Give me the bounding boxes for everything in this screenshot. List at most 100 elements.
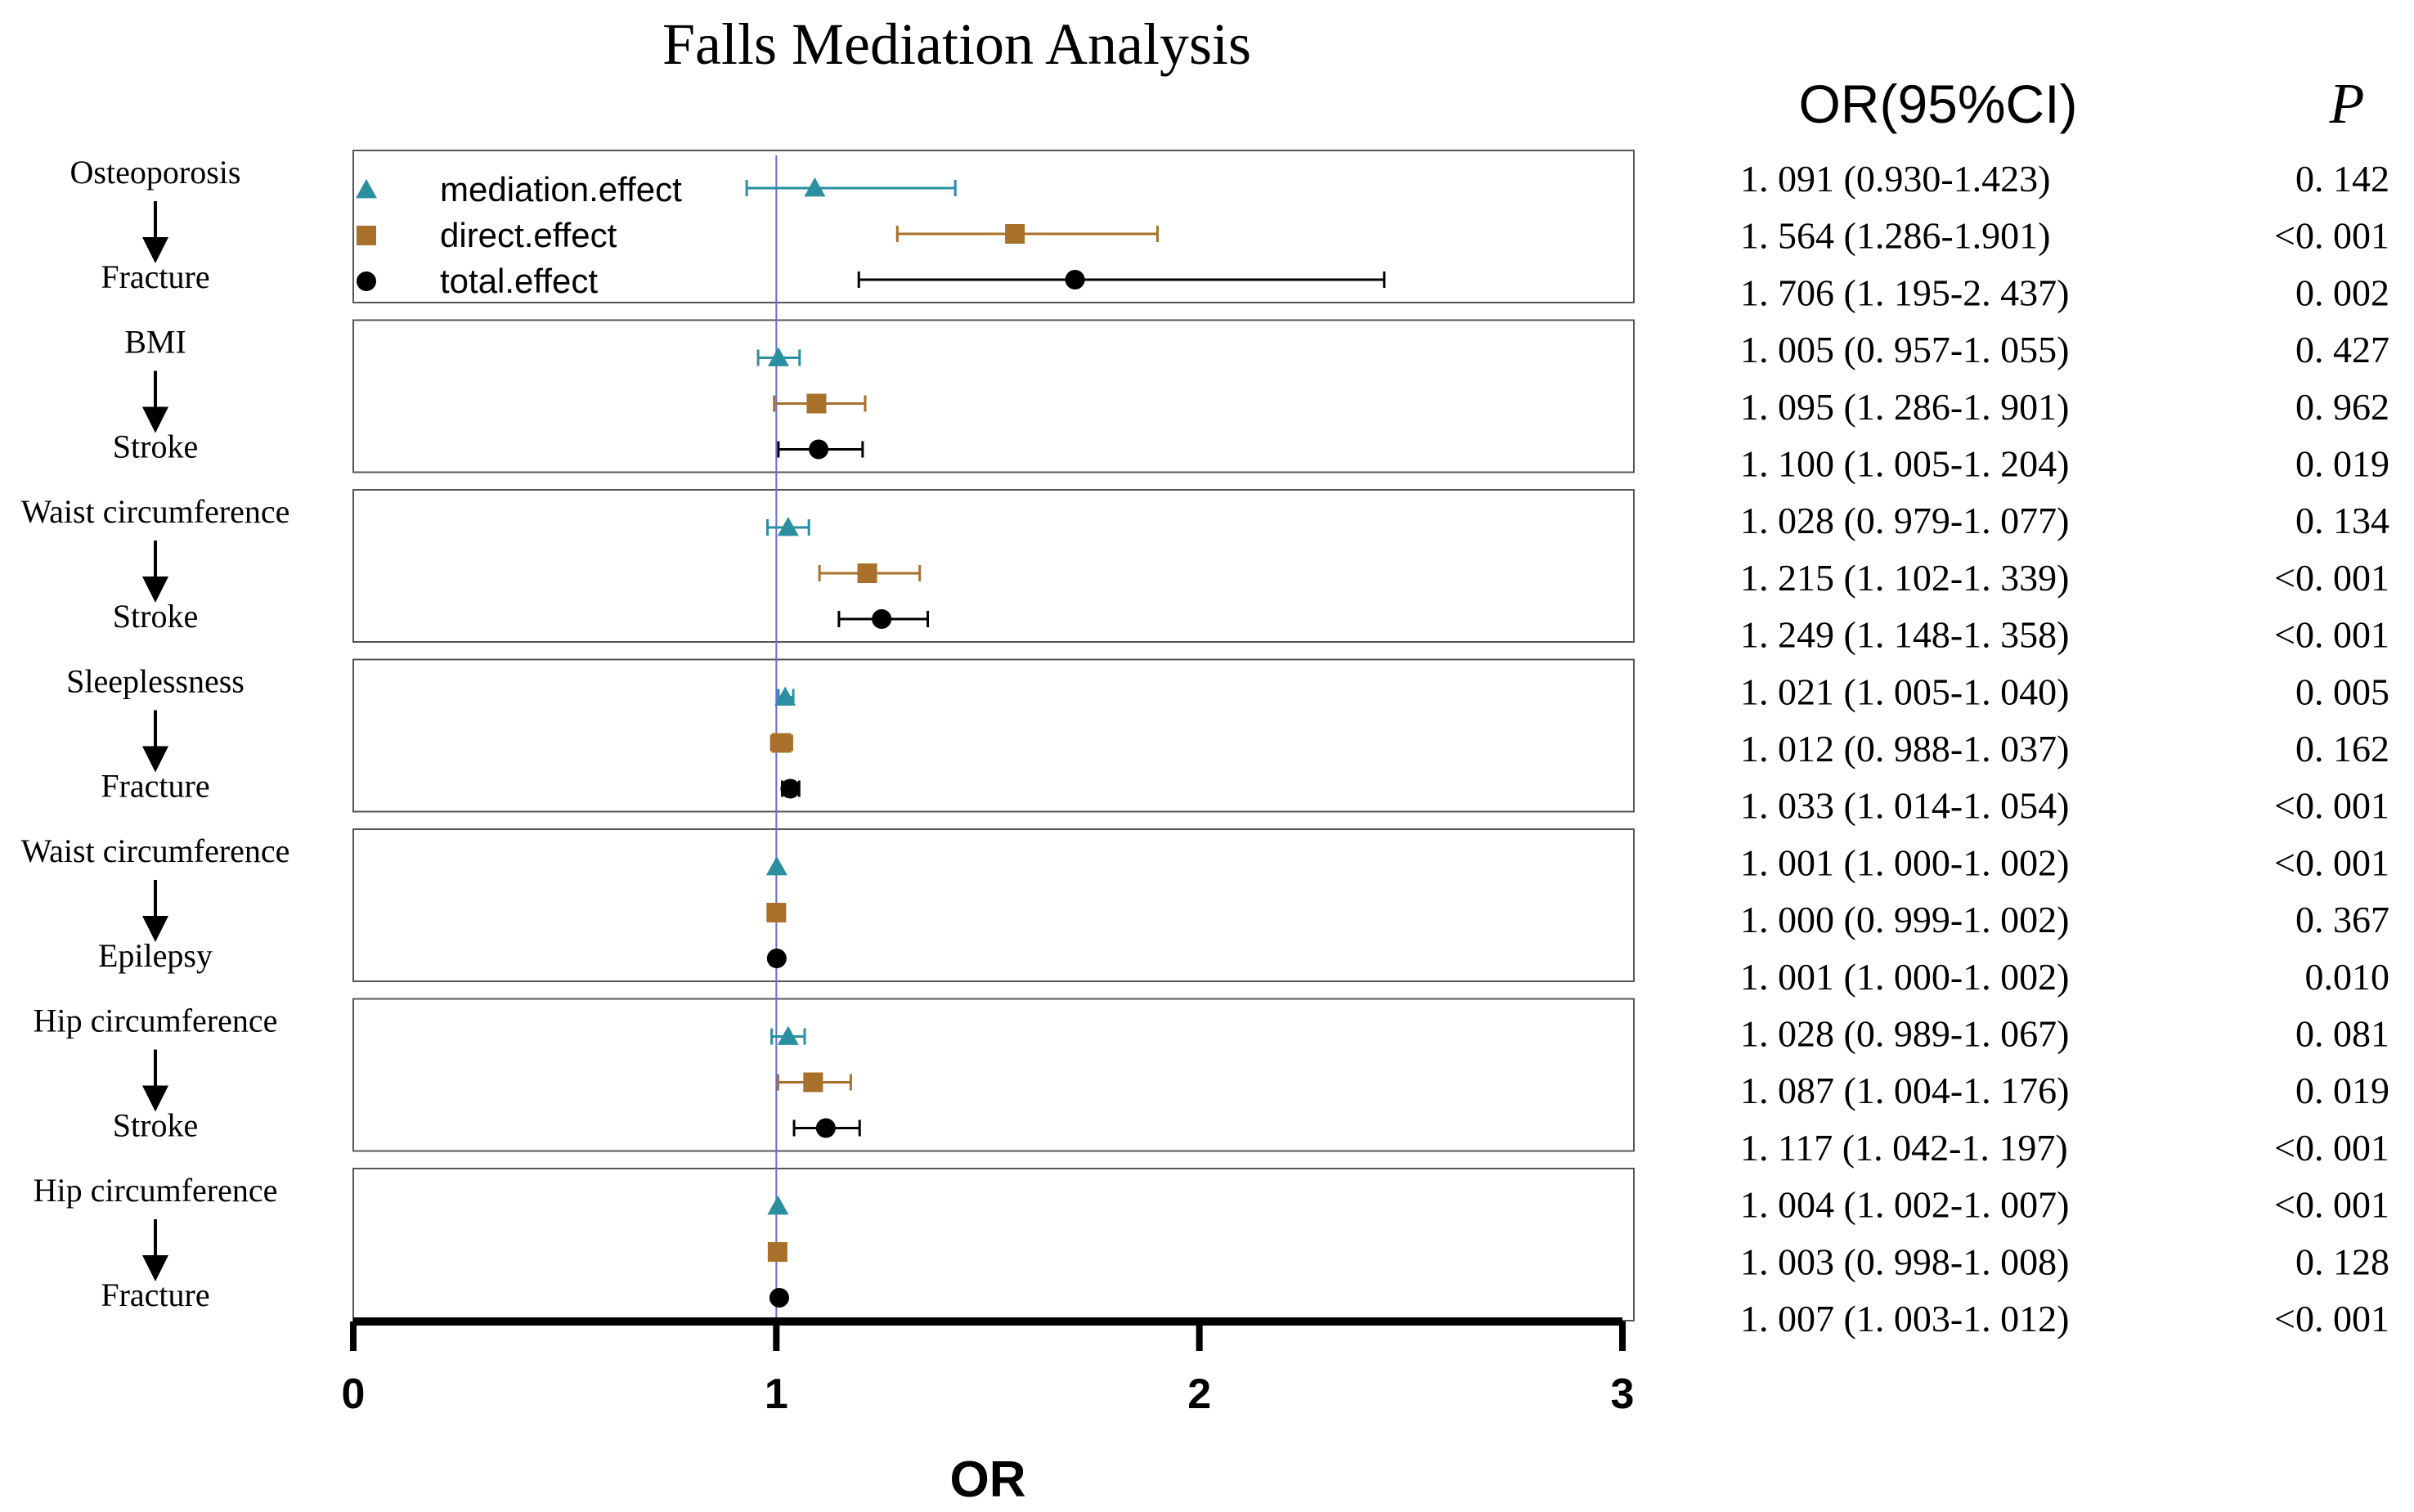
or-ci-value: 1. 004 (1. 002-1. 007) [1740, 1184, 2069, 1226]
triangle-legend-icon [356, 179, 377, 199]
outcome-label: Stroke [113, 1107, 198, 1144]
total-effect-point [809, 439, 829, 460]
p-value: <0. 001 [2274, 614, 2389, 656]
or-ci-value: 1. 117 (1. 042-1. 197) [1740, 1127, 2068, 1169]
or-ci-value: 1. 033 (1. 014-1. 054) [1740, 785, 2069, 827]
panel-frame-7 [352, 1168, 1635, 1321]
p-value: 0. 427 [2295, 329, 2389, 370]
direct-effect-point [806, 393, 827, 414]
arrow-down-icon [142, 577, 168, 603]
legend-entry: direct.effect [440, 216, 617, 254]
or-ci-value: 1. 100 (1. 005-1. 204) [1740, 443, 2069, 485]
or-ci-value: 1. 087 (1. 004-1. 176) [1740, 1070, 2069, 1111]
outcome-label: Stroke [113, 598, 198, 635]
marks-layer [745, 177, 1386, 1308]
legend: mediation.effect direct.effect total.effec… [356, 170, 682, 300]
total-effect-point [1065, 270, 1085, 289]
total-effect-point [780, 778, 801, 799]
panel-frame-1 [352, 150, 1635, 303]
legend-entry: total.effect [440, 262, 598, 300]
or-ci-value: 1. 005 (0. 957-1. 055) [1740, 329, 2069, 370]
arrow-down-icon [142, 1085, 168, 1112]
or-ci-value: 1. 215 (1. 102-1. 339) [1740, 557, 2069, 599]
or-ci-value: 1. 007 (1. 003-1. 012) [1740, 1298, 2069, 1339]
direct-effect-point [1005, 224, 1025, 244]
p-value: 0. 081 [2295, 1013, 2389, 1055]
p-column-header: P [2329, 73, 2365, 136]
p-value: 0. 162 [2295, 728, 2389, 769]
x-tick-label: 2 [1187, 1371, 1211, 1418]
p-value: 0. 005 [2295, 671, 2389, 712]
or-ci-value: 1. 012 (0. 988-1. 037) [1740, 728, 2069, 769]
x-tick-label: 3 [1611, 1371, 1635, 1418]
exposure-label: Hip circumference [34, 1172, 278, 1209]
or-ci-value: 1. 028 (0. 989-1. 067) [1740, 1013, 2069, 1055]
panel-frame-2 [352, 319, 1635, 473]
panel-frame-5 [352, 828, 1635, 982]
or-ci-value: 1. 028 (0. 979-1. 077) [1740, 500, 2069, 541]
outcome-label: Epilepsy [98, 937, 213, 974]
or-ci-value: 1. 095 (1. 286-1. 901) [1740, 386, 2069, 428]
x-axis-label: OR [950, 1451, 1026, 1508]
or-ci-value: 1. 001 (1. 000-1. 002) [1740, 841, 2069, 883]
direct-effect-point [766, 903, 787, 922]
total-effect-point [769, 1288, 789, 1308]
outcome-label: Stroke [113, 428, 198, 465]
total-effect-point [766, 949, 787, 968]
mediation-effect-point [777, 517, 799, 536]
direct-effect-point [767, 1242, 787, 1262]
outcome-label: Fracture [101, 768, 209, 805]
exposure-label: Hip circumference [34, 1003, 278, 1039]
mediation-effect-point [767, 1196, 789, 1215]
circle-legend-icon [357, 271, 376, 291]
arrow-down-icon [142, 1255, 168, 1281]
x-tick-label: 0 [342, 1371, 366, 1418]
direct-effect-point [803, 1072, 823, 1092]
arrow-down-icon [142, 916, 168, 942]
or-table-layer: 1. 091 (0.930-1.423) 0. 142 1. 564 (1.286-… [1740, 158, 2389, 1339]
p-value: 0. 134 [2295, 500, 2389, 541]
p-value: 0. 962 [2295, 386, 2389, 428]
mediation-effect-point [774, 686, 796, 706]
direct-effect-point [771, 733, 792, 753]
panels-layer [352, 150, 1635, 1321]
p-value: <0. 001 [2274, 557, 2389, 599]
total-effect-point [872, 609, 892, 629]
p-value: 0. 367 [2295, 899, 2389, 940]
direct-effect-point [857, 563, 877, 583]
p-value: 0. 142 [2295, 158, 2389, 200]
or-ci-value: 1. 564 (1.286-1.901) [1740, 215, 2050, 257]
or-ci-value: 1. 001 (1. 000-1. 002) [1740, 956, 2069, 998]
arrow-down-icon [142, 406, 168, 433]
panel-frame-4 [352, 658, 1635, 813]
p-value: 0. 019 [2295, 443, 2389, 485]
arrow-down-icon [142, 746, 168, 773]
p-value: <0. 001 [2274, 1184, 2389, 1226]
p-value: <0. 001 [2274, 841, 2389, 883]
or-ci-value: 1. 021 (1. 005-1. 040) [1740, 671, 2069, 712]
mediation-effect-point [804, 177, 826, 197]
exposure-label: Waist circumference [21, 832, 290, 869]
mediation-effect-point [765, 856, 787, 876]
outcome-label: Fracture [101, 1276, 209, 1313]
p-value: <0. 001 [2274, 1127, 2389, 1169]
exposure-label: Osteoporosis [70, 154, 241, 191]
or-ci-value: 1. 249 (1. 148-1. 358) [1740, 614, 2069, 656]
or-ci-value: 1. 706 (1. 195-2. 437) [1740, 271, 2069, 313]
x-axis: 0 1 2 3 [342, 1317, 1635, 1418]
or-ci-value: 1. 091 (0.930-1.423) [1740, 158, 2050, 200]
p-value: <0. 001 [2274, 215, 2389, 257]
x-tick-label: 1 [765, 1371, 788, 1418]
or-ci-column-header: OR(95%CI) [1798, 74, 2077, 134]
panel-frame-6 [352, 998, 1635, 1152]
or-ci-value: 1. 003 (0. 998-1. 008) [1740, 1241, 2069, 1282]
outcome-label: Fracture [101, 258, 209, 295]
panel-frame-3 [352, 489, 1635, 643]
p-value: 0. 002 [2295, 271, 2389, 313]
exposure-label: BMI [124, 324, 186, 361]
p-value: 0. 019 [2295, 1070, 2389, 1111]
legend-entry: mediation.effect [440, 170, 682, 209]
group-labels-layer: Osteoporosis Fracture BMI Stroke Waist circu… [21, 154, 290, 1313]
total-effect-point [815, 1118, 836, 1138]
